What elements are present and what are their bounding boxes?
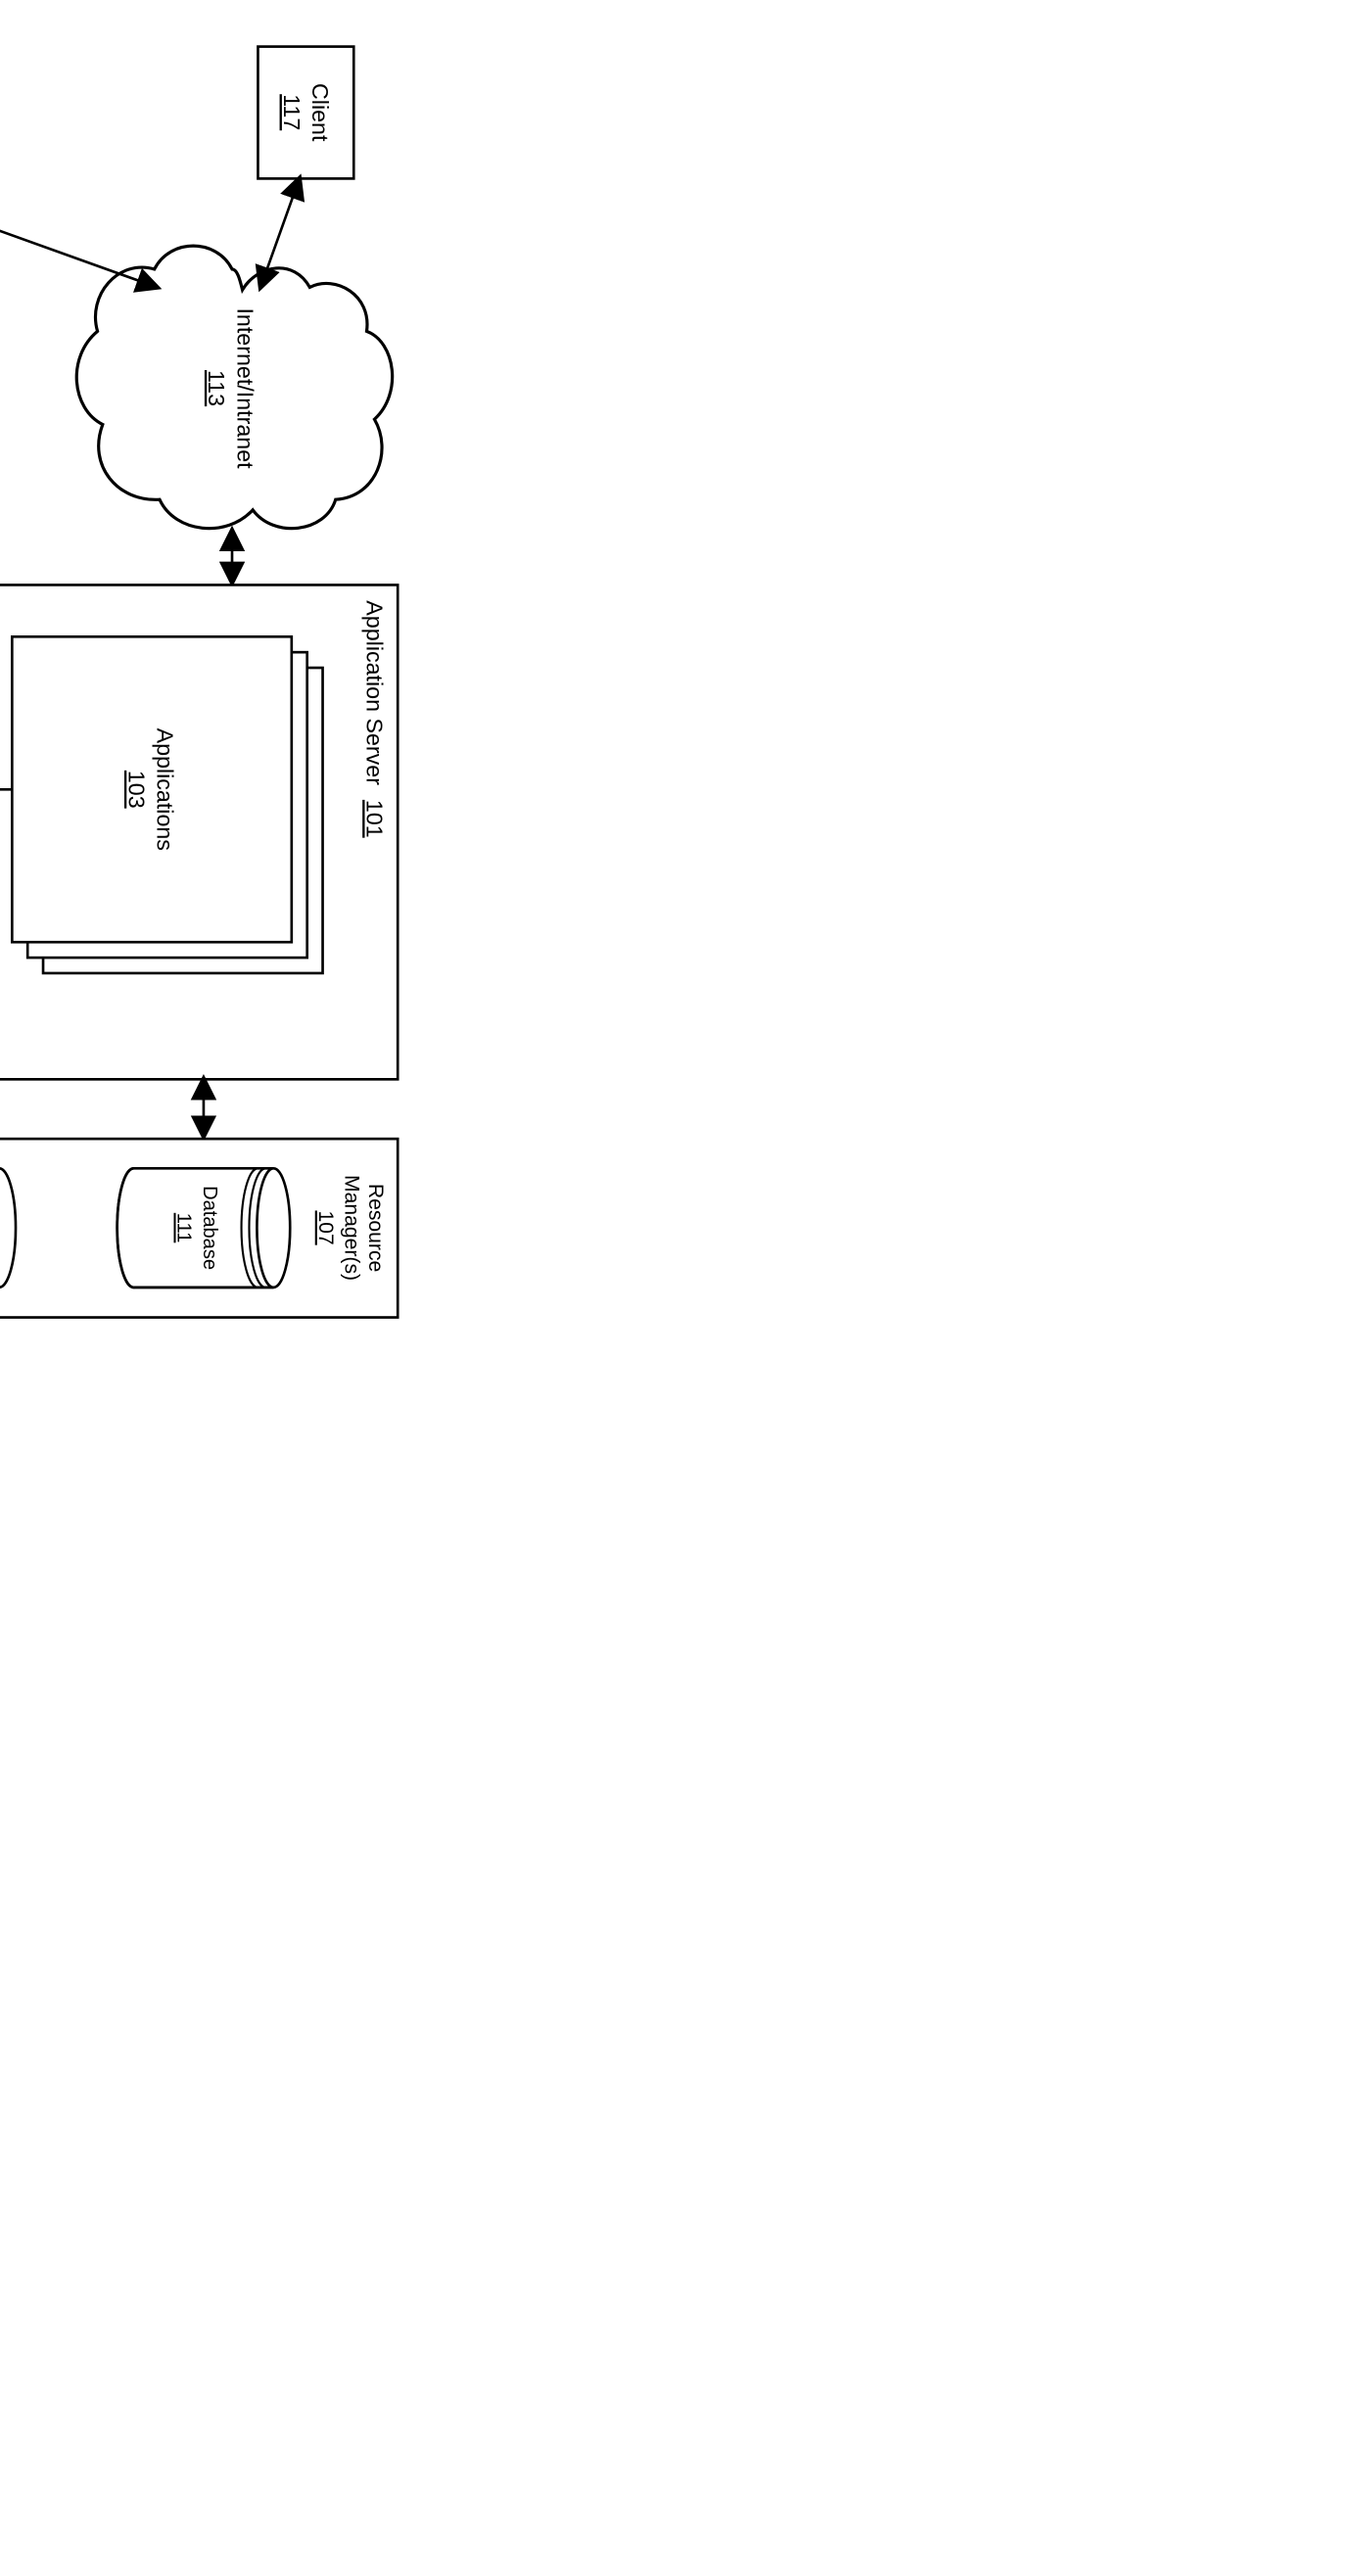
applications-rect-front	[12, 636, 291, 942]
db111-text: Database	[199, 1186, 220, 1270]
rm-num: 107	[314, 1210, 337, 1244]
client-117-text: Client	[307, 83, 333, 142]
db111-num: 111	[173, 1213, 195, 1243]
applications-text: Applications	[152, 728, 177, 851]
rm-title-line2: Manager(s)	[340, 1175, 362, 1281]
cloud-num-text: 113	[204, 370, 229, 406]
cloud-text: Internet/Intranet	[232, 307, 258, 469]
client-117-num-text: 117	[279, 94, 305, 130]
applications-num-text: 103	[123, 771, 149, 809]
diagram-svg: Client 117 Client 115 Internet/Intranet …	[0, 0, 1362, 1362]
diagram-canvas: Client 117 Client 115 Internet/Intranet …	[0, 0, 1362, 2576]
client-117-rect	[258, 47, 353, 179]
rm-title-line1: Resource	[364, 1184, 387, 1272]
app-server-title: Application Server 101	[361, 600, 387, 837]
